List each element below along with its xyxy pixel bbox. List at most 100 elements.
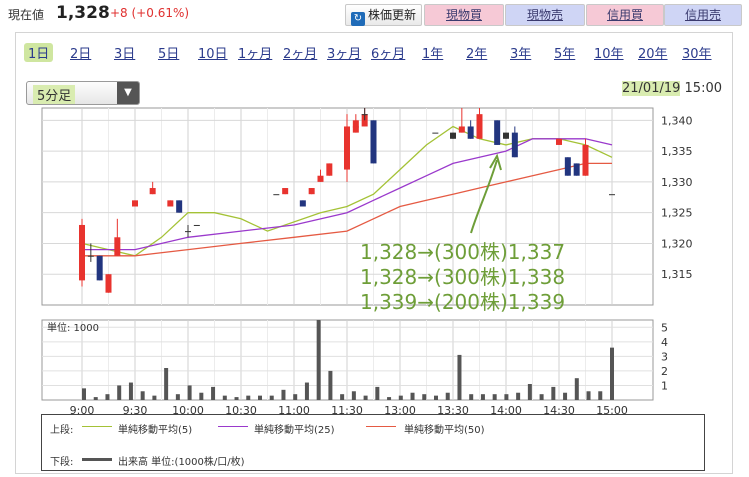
candle-body [582, 144, 589, 176]
candle-body [556, 138, 562, 145]
price-change: +8 (+0.61%) [110, 6, 190, 20]
volume-y-tick-label: 1 [661, 379, 668, 392]
volume-bar [175, 394, 180, 400]
dropdown-arrow-icon[interactable]: ▼ [117, 82, 139, 104]
x-tick-label: 9:00 [70, 404, 95, 417]
candle-body [96, 255, 103, 281]
tab-3m[interactable]: 3ヶ月 [327, 47, 362, 62]
tab-10d[interactable]: 10日 [198, 47, 228, 62]
candle-body [317, 175, 324, 182]
candle-body [132, 200, 138, 207]
annotation-text: 1,339→(200株)1,339 [360, 290, 565, 314]
volume-unit-label: 単位: 1000 [47, 321, 99, 334]
volume-bar [410, 392, 415, 400]
volume-bar [610, 347, 614, 400]
refresh-price-button[interactable]: ↻ 株価更新 [345, 4, 422, 26]
volume-y-tick-label: 4 [661, 336, 668, 349]
annotation-text: 1,328→(300株)1,337 [360, 240, 565, 264]
margin-sell-button[interactable]: 信用売 [664, 4, 742, 26]
x-tick-label: 14:30 [543, 404, 575, 417]
volume-bar [516, 392, 521, 400]
tab-1m[interactable]: 1ヶ月 [238, 47, 273, 62]
timestamp-date: 21/01/19 [622, 81, 681, 96]
ma5-swatch [82, 426, 112, 427]
price-value: 1,328 [56, 3, 110, 23]
candle-body [573, 163, 580, 176]
tab-5y[interactable]: 5年 [554, 47, 576, 62]
candle-body [79, 224, 85, 281]
tab-2d[interactable]: 2日 [70, 47, 92, 62]
bar-interval-select[interactable]: 5分足 ▼ [26, 81, 140, 105]
volume-bar [199, 392, 204, 400]
quote-header: 現在値 1,328 +8 (+0.61%) ↻ 株価更新 現物買 現物売 信用買 … [0, 0, 749, 28]
candle-body [450, 132, 456, 139]
candle-body [149, 188, 156, 195]
candle-body [352, 126, 359, 128]
y-tick-label: 1,325 [661, 207, 693, 220]
tab-1y[interactable]: 1年 [422, 47, 444, 62]
volume-bar [269, 395, 274, 400]
volume-bar [211, 386, 216, 400]
volume-bar [93, 397, 98, 400]
tab-2m[interactable]: 2ヶ月 [283, 47, 318, 62]
candle-body [503, 132, 509, 139]
candle-body [361, 114, 368, 116]
volume-bar [164, 368, 169, 400]
tab-1d[interactable]: 1日 [24, 43, 54, 62]
candle-body [511, 132, 518, 158]
volume-bar [422, 394, 427, 400]
timestamp-time: 15:00 [684, 81, 722, 96]
candle-body [432, 132, 439, 134]
volume-bar [246, 395, 251, 400]
volume-bar [527, 384, 532, 400]
legend-upper-label: 上段: [50, 425, 74, 436]
tab-10y[interactable]: 10年 [594, 47, 624, 62]
x-tick-label: 15:00 [596, 404, 628, 417]
tab-30y[interactable]: 30年 [682, 47, 712, 62]
tab-6m[interactable]: 6ヶ月 [371, 47, 406, 62]
y-tick-label: 1,315 [661, 268, 693, 281]
candle-body [114, 237, 121, 256]
volume-bar [105, 394, 110, 400]
candle-body [308, 188, 315, 195]
y-tick-label: 1,320 [661, 237, 693, 250]
tab-3d[interactable]: 3日 [114, 47, 136, 62]
candle-body [609, 194, 615, 196]
volume-bar [187, 385, 192, 400]
ma50-line [82, 162, 612, 257]
volume-bars [82, 320, 614, 400]
legend-lower-label: 下段: [50, 457, 74, 468]
volume-bar [504, 394, 509, 400]
annotations: 1,328→(300株)1,3371,328→(300株)1,3381,339→… [360, 153, 565, 441]
candle-body [476, 114, 483, 139]
axis-labels: 9:00 9:30 10:00 10:30 11:00 11:30 13:00 13:30 14… [47, 114, 693, 417]
x-tick-label: 11:30 [331, 404, 363, 417]
volume-bar [457, 354, 462, 400]
margin-buy-button[interactable]: 信用買 [586, 4, 664, 26]
candle-body [564, 157, 571, 176]
x-tick-label: 10:30 [225, 404, 257, 417]
ma5-line [81, 125, 613, 257]
tab-3y[interactable]: 3年 [510, 47, 532, 62]
cash-sell-button[interactable]: 現物売 [505, 4, 585, 26]
cash-buy-button[interactable]: 現物買 [424, 4, 504, 26]
volume-y-tick-label: 2 [661, 365, 668, 378]
volume-bar [304, 382, 309, 400]
tab-5d[interactable]: 5日 [158, 47, 180, 62]
tab-20y[interactable]: 20年 [638, 47, 668, 62]
volume-bar [128, 382, 133, 400]
candle-body [344, 126, 350, 170]
volume-bar [363, 395, 368, 400]
volume-bar [117, 385, 122, 400]
volume-bar [398, 395, 403, 400]
volume-bar [492, 394, 497, 400]
candle-body [299, 200, 306, 207]
candle-body [167, 200, 174, 207]
volume-bar [563, 392, 568, 400]
volume-bar [375, 386, 380, 400]
refresh-label: 株価更新 [367, 8, 416, 22]
chart-legend: 上段: 単純移動平均(5) 単純移動平均(25) 単純移動平均(50) 下段: … [41, 414, 705, 471]
volume-bar [351, 391, 356, 400]
tab-2y[interactable]: 2年 [466, 47, 488, 62]
